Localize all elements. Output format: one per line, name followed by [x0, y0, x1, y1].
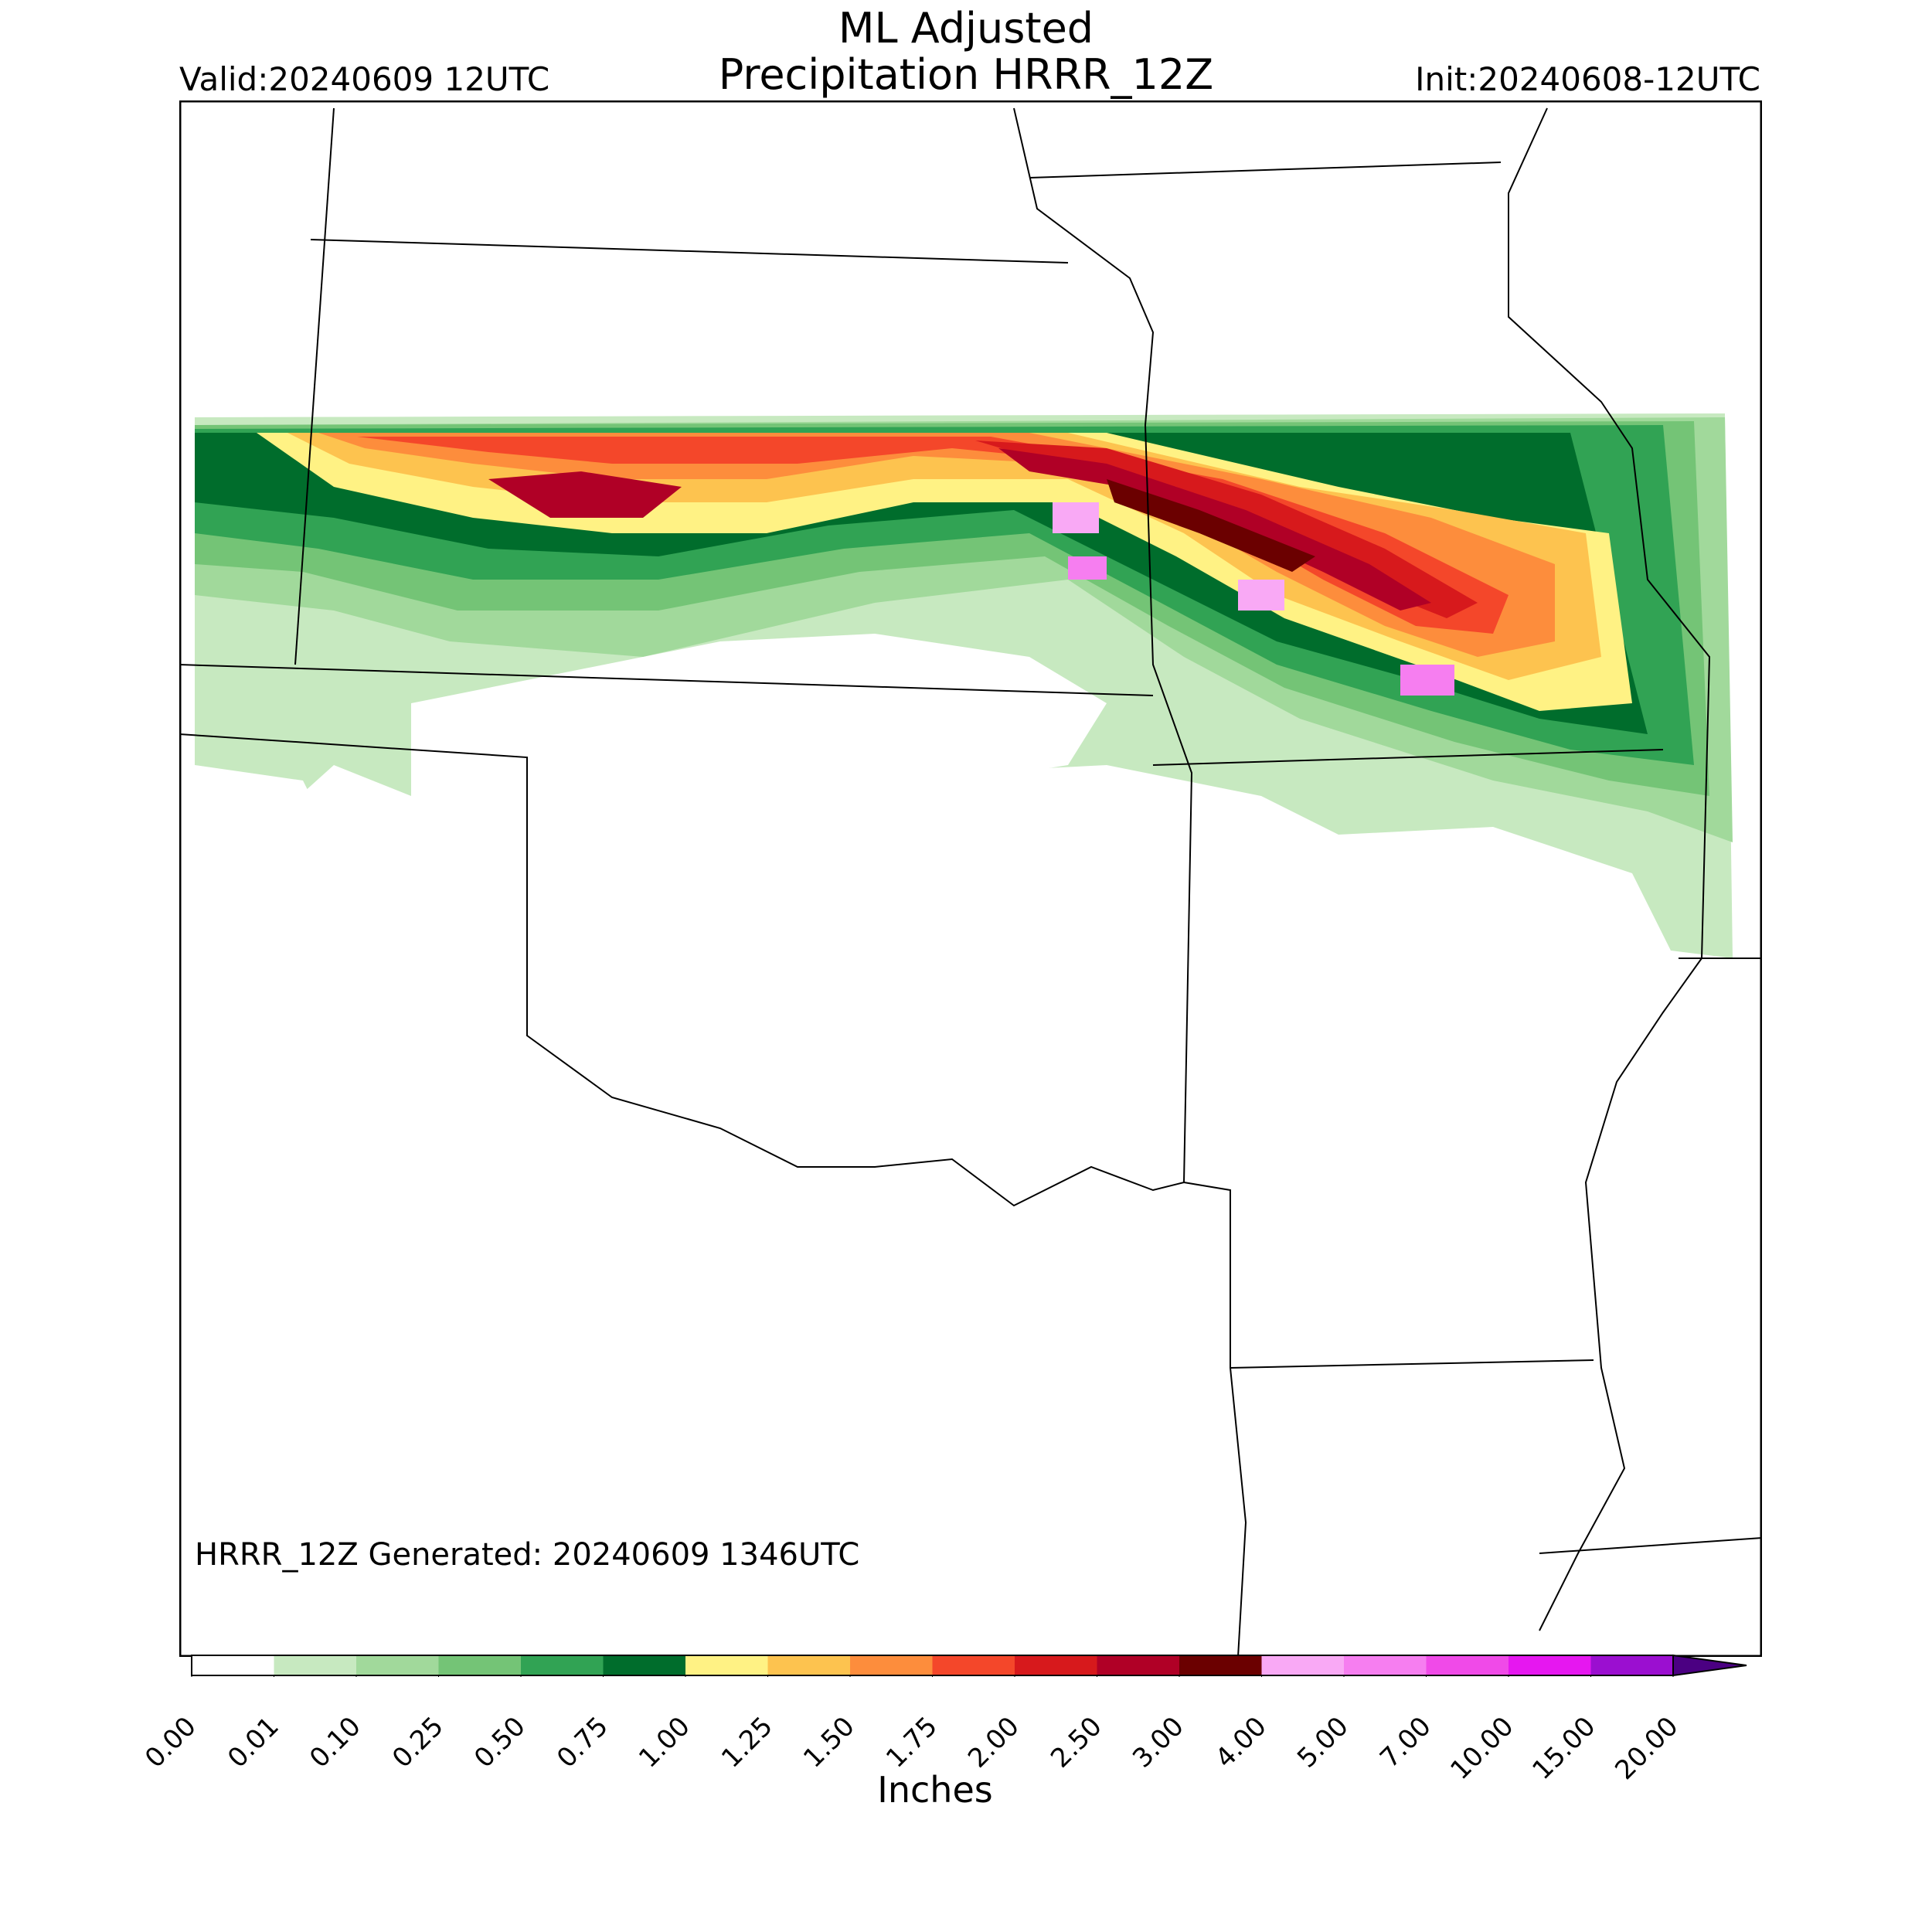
precip-field [195, 413, 1733, 958]
colorbar-tick-label: 2.50 [1044, 1710, 1108, 1774]
colorbar-label: Inches [877, 1769, 993, 1811]
colorbar-tick-label: 7.00 [1373, 1710, 1437, 1774]
map-frame [179, 100, 1762, 1657]
colorbar-tick-label: 0.00 [139, 1710, 203, 1774]
colorbar-tick-label: 10.00 [1444, 1710, 1520, 1786]
colorbar-tick-label: 1.00 [633, 1710, 697, 1774]
colorbar-segment [438, 1655, 521, 1675]
colorbar-segment [1509, 1655, 1591, 1675]
precip-max-cell-1 [1053, 502, 1099, 533]
precip-max-cell-2 [1238, 580, 1284, 611]
missouri-west-border [1013, 107, 1193, 1183]
ia-mo-border [1029, 162, 1502, 179]
colorbar-segment [1097, 1655, 1179, 1675]
colorbar-tick-label: 1.75 [879, 1710, 944, 1774]
colorbar-segment [685, 1655, 768, 1675]
colorbar-tick-label: 3.00 [1127, 1710, 1191, 1774]
tn-border [1539, 1537, 1762, 1554]
ks-ok-border [179, 664, 1154, 696]
colorbar-tick-label: 15.00 [1526, 1710, 1602, 1786]
ks-co-border [294, 107, 335, 665]
colorbar-segment [1261, 1655, 1344, 1675]
colorbar-tick-label: 0.10 [304, 1710, 368, 1774]
mo-ia-line [1152, 749, 1664, 766]
colorbar-segment [932, 1655, 1015, 1675]
colorbar-tick-label: 5.00 [1291, 1710, 1355, 1774]
precipitation-map [179, 100, 1762, 1657]
colorbar-tick-label: 0.01 [221, 1710, 285, 1774]
colorbar-segment [850, 1655, 933, 1675]
colorbar-tick-label: 2.00 [962, 1710, 1026, 1774]
colorbar-segment [603, 1655, 685, 1675]
colorbar-tick-label: 1.25 [715, 1710, 779, 1774]
colorbar-segment [521, 1655, 604, 1675]
colorbar-extend-arrow [1672, 1654, 1747, 1677]
ok-ar-border [1183, 1182, 1247, 1657]
colorbar-tick-label: 0.75 [550, 1710, 614, 1774]
precip-dry-area [411, 634, 1107, 873]
colorbar-segment [192, 1655, 274, 1675]
colorbar-tick-label: 0.25 [386, 1710, 450, 1774]
colorbar-segment [1590, 1655, 1673, 1675]
colorbar [191, 1654, 1747, 1677]
init-time-label: Init:20240608-12UTC [1415, 60, 1760, 98]
colorbar-tick-label: 4.00 [1209, 1710, 1273, 1774]
title-line-2: Precipitation HRRR_12Z [718, 50, 1214, 99]
state-boundaries [179, 107, 1762, 1657]
colorbar-segment [1179, 1655, 1262, 1675]
mo-ar-border [1230, 1359, 1594, 1369]
valid-time-label: Valid:20240609 12UTC [179, 60, 550, 98]
colorbar-tick-label: 1.50 [798, 1710, 862, 1774]
colorbar-segment [1344, 1655, 1427, 1675]
colorbar-segment [1426, 1655, 1509, 1675]
oklahoma-panhandle [179, 733, 1185, 1207]
colorbar-segment [1015, 1655, 1097, 1675]
colorbar-tick-label: 0.50 [468, 1710, 532, 1774]
generated-footnote: HRRR_12Z Generated: 20240609 1346UTC [195, 1537, 860, 1573]
title-line-1: ML Adjusted [838, 4, 1094, 53]
colorbar-segment [767, 1655, 850, 1675]
precip-max-cell-3 [1400, 665, 1454, 696]
colorbar-segment [274, 1655, 356, 1675]
colorbar-tick-label: 20.00 [1609, 1710, 1685, 1786]
colorbar-segment [356, 1655, 439, 1675]
ks-ne-border [310, 239, 1069, 264]
